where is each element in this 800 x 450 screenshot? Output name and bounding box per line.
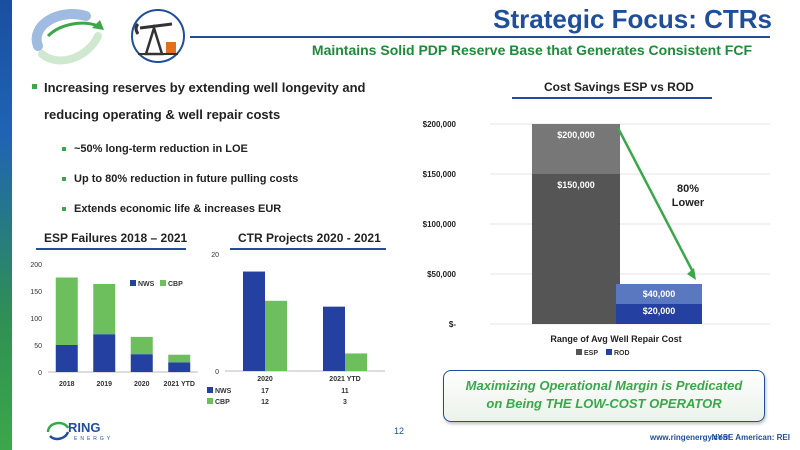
sub-bullet-text: Up to 80% reduction in future pulling co…: [74, 173, 299, 185]
y-tick-label: 150: [30, 289, 42, 296]
footer-exchange: NYSE American: REI: [711, 433, 790, 442]
bar-nws: [93, 334, 116, 372]
legend-label: ESP: [584, 350, 598, 357]
ring-swoosh-logo-icon: [31, 9, 104, 65]
reduction-arrow-line: [616, 127, 696, 275]
bar-cbp: [130, 336, 153, 355]
bar-cbp: [168, 354, 191, 363]
bar-cbp: [345, 353, 367, 371]
cost-savings-title-underline: [512, 97, 712, 99]
bar-rod-range: [616, 284, 702, 304]
page-number: 12: [394, 426, 405, 436]
y-tick-label: 100: [30, 316, 42, 323]
data-table-value: 11: [341, 388, 349, 395]
bar-nws: [323, 306, 345, 371]
esp-high-label: $200,000: [557, 130, 595, 140]
callout-line-1: Maximizing Operational Margin is Predica…: [465, 378, 743, 393]
logo-text: RING: [68, 420, 101, 435]
bullet-square-icon: [62, 207, 66, 211]
bar-cbp: [55, 277, 78, 345]
y-tick-label: 200: [30, 262, 42, 269]
ring-energy-logo-icon: RING ENERGY: [46, 420, 113, 442]
ctr-projects-chart-title: CTR Projects 2020 - 2021: [238, 231, 381, 245]
footer-website-link[interactable]: www.ringenergy.com: [649, 433, 730, 442]
data-table-value: 3: [343, 399, 347, 406]
legend-swatch: [207, 387, 213, 393]
data-table-value: 17: [261, 388, 269, 395]
legend-swatch: [606, 349, 612, 355]
sub-bullet-text: ~50% long-term reduction in LOE: [74, 143, 248, 155]
page-title: Strategic Focus: CTRs: [493, 4, 772, 34]
header-divider: [190, 36, 770, 38]
esp-failures-chart: 0 50 100 150 200 2018 2019 2020 2021 YTD NWS CBP: [30, 262, 198, 388]
cost-savings-chart-title: Cost Savings ESP vs ROD: [544, 80, 694, 94]
rod-low-label: $20,000: [643, 306, 676, 316]
bullet-main-text: Increasing reserves by extending well lo…: [44, 80, 366, 122]
x-tick-label: 2019: [96, 381, 112, 388]
y-tick-label: 50: [34, 343, 42, 350]
legend-swatch: [207, 398, 213, 404]
legend-swatch: [576, 349, 582, 355]
data-table-value: 12: [261, 399, 269, 406]
y-tick-label: 20: [211, 252, 219, 259]
bar-esp-base: [532, 174, 620, 324]
y-tick-label: 0: [38, 370, 42, 377]
x-tick-label: 2018: [59, 381, 75, 388]
bullet-square-icon: [62, 147, 66, 151]
legend-label: ROD: [614, 350, 630, 357]
reduction-arrow-head: [687, 268, 696, 280]
bullet-square-icon: [62, 177, 66, 181]
sub-bullet: ~50% long-term reduction in LOE: [32, 134, 402, 164]
y-tick-label: $150,000: [423, 170, 457, 179]
y-tick-label: $-: [449, 320, 456, 329]
bar-esp-range: [532, 124, 620, 174]
bar-rod-base: [616, 304, 702, 324]
cost-savings-chart: $- $50,000 $100,000 $150,000 $200,000 $200,00…: [423, 120, 770, 357]
bar-nws: [243, 271, 265, 371]
rod-high-label: $40,000: [643, 289, 676, 299]
sidebar-accent-bar: [0, 0, 12, 450]
bar-cbp: [93, 283, 116, 335]
ctr-projects-title-underline: [230, 248, 386, 250]
logo-subtext: ENERGY: [74, 436, 113, 442]
sub-bullet-text: Extends economic life & increases EUR: [74, 203, 282, 215]
bullet-main: Increasing reserves by extending well lo…: [32, 74, 402, 128]
y-tick-label: $200,000: [423, 120, 457, 129]
bar-nws: [55, 345, 78, 372]
x-tick-label: 2021 YTD: [164, 381, 195, 388]
legend-label: CBP: [215, 399, 230, 406]
sub-bullet: Up to 80% reduction in future pulling co…: [32, 164, 402, 194]
esp-low-label: $150,000: [557, 180, 595, 190]
legend-swatch: [160, 280, 166, 286]
x-tick-label: 2021 YTD: [329, 376, 360, 383]
pump-jack-icon: [131, 9, 185, 63]
bullet-list: Increasing reserves by extending well lo…: [32, 74, 402, 224]
esp-failures-chart-title: ESP Failures 2018 – 2021: [44, 231, 188, 245]
y-tick-label: 0: [215, 369, 219, 376]
ctr-projects-chart: 20 0 2020 2021 YTD NWS 17 11 CBP 12 3: [207, 252, 385, 406]
legend-label: CBP: [168, 281, 183, 288]
legend-label: NWS: [215, 388, 232, 395]
x-tick-label: 2020: [257, 376, 273, 383]
esp-failures-title-underline: [36, 248, 186, 250]
annotation-text: Lower: [672, 197, 705, 209]
bullet-square-icon: [32, 84, 37, 89]
x-tick-label: 2020: [134, 381, 150, 388]
callout-line-2: on Being THE LOW-COST OPERATOR: [486, 396, 722, 411]
y-tick-label: $50,000: [427, 270, 456, 279]
legend-label: NWS: [138, 281, 155, 288]
legend-swatch: [130, 280, 136, 286]
bar-nws: [130, 354, 153, 372]
sub-bullet: Extends economic life & increases EUR: [32, 194, 402, 224]
annotation-percent: 80%: [677, 183, 699, 195]
page-subtitle: Maintains Solid PDP Reserve Base that Ge…: [311, 42, 752, 58]
y-tick-label: $100,000: [423, 220, 457, 229]
bar-nws: [168, 362, 191, 372]
x-category-label: Range of Avg Well Repair Cost: [550, 334, 681, 344]
callout-box: Maximizing Operational Margin is Predica…: [443, 370, 765, 422]
bar-cbp: [265, 300, 287, 371]
